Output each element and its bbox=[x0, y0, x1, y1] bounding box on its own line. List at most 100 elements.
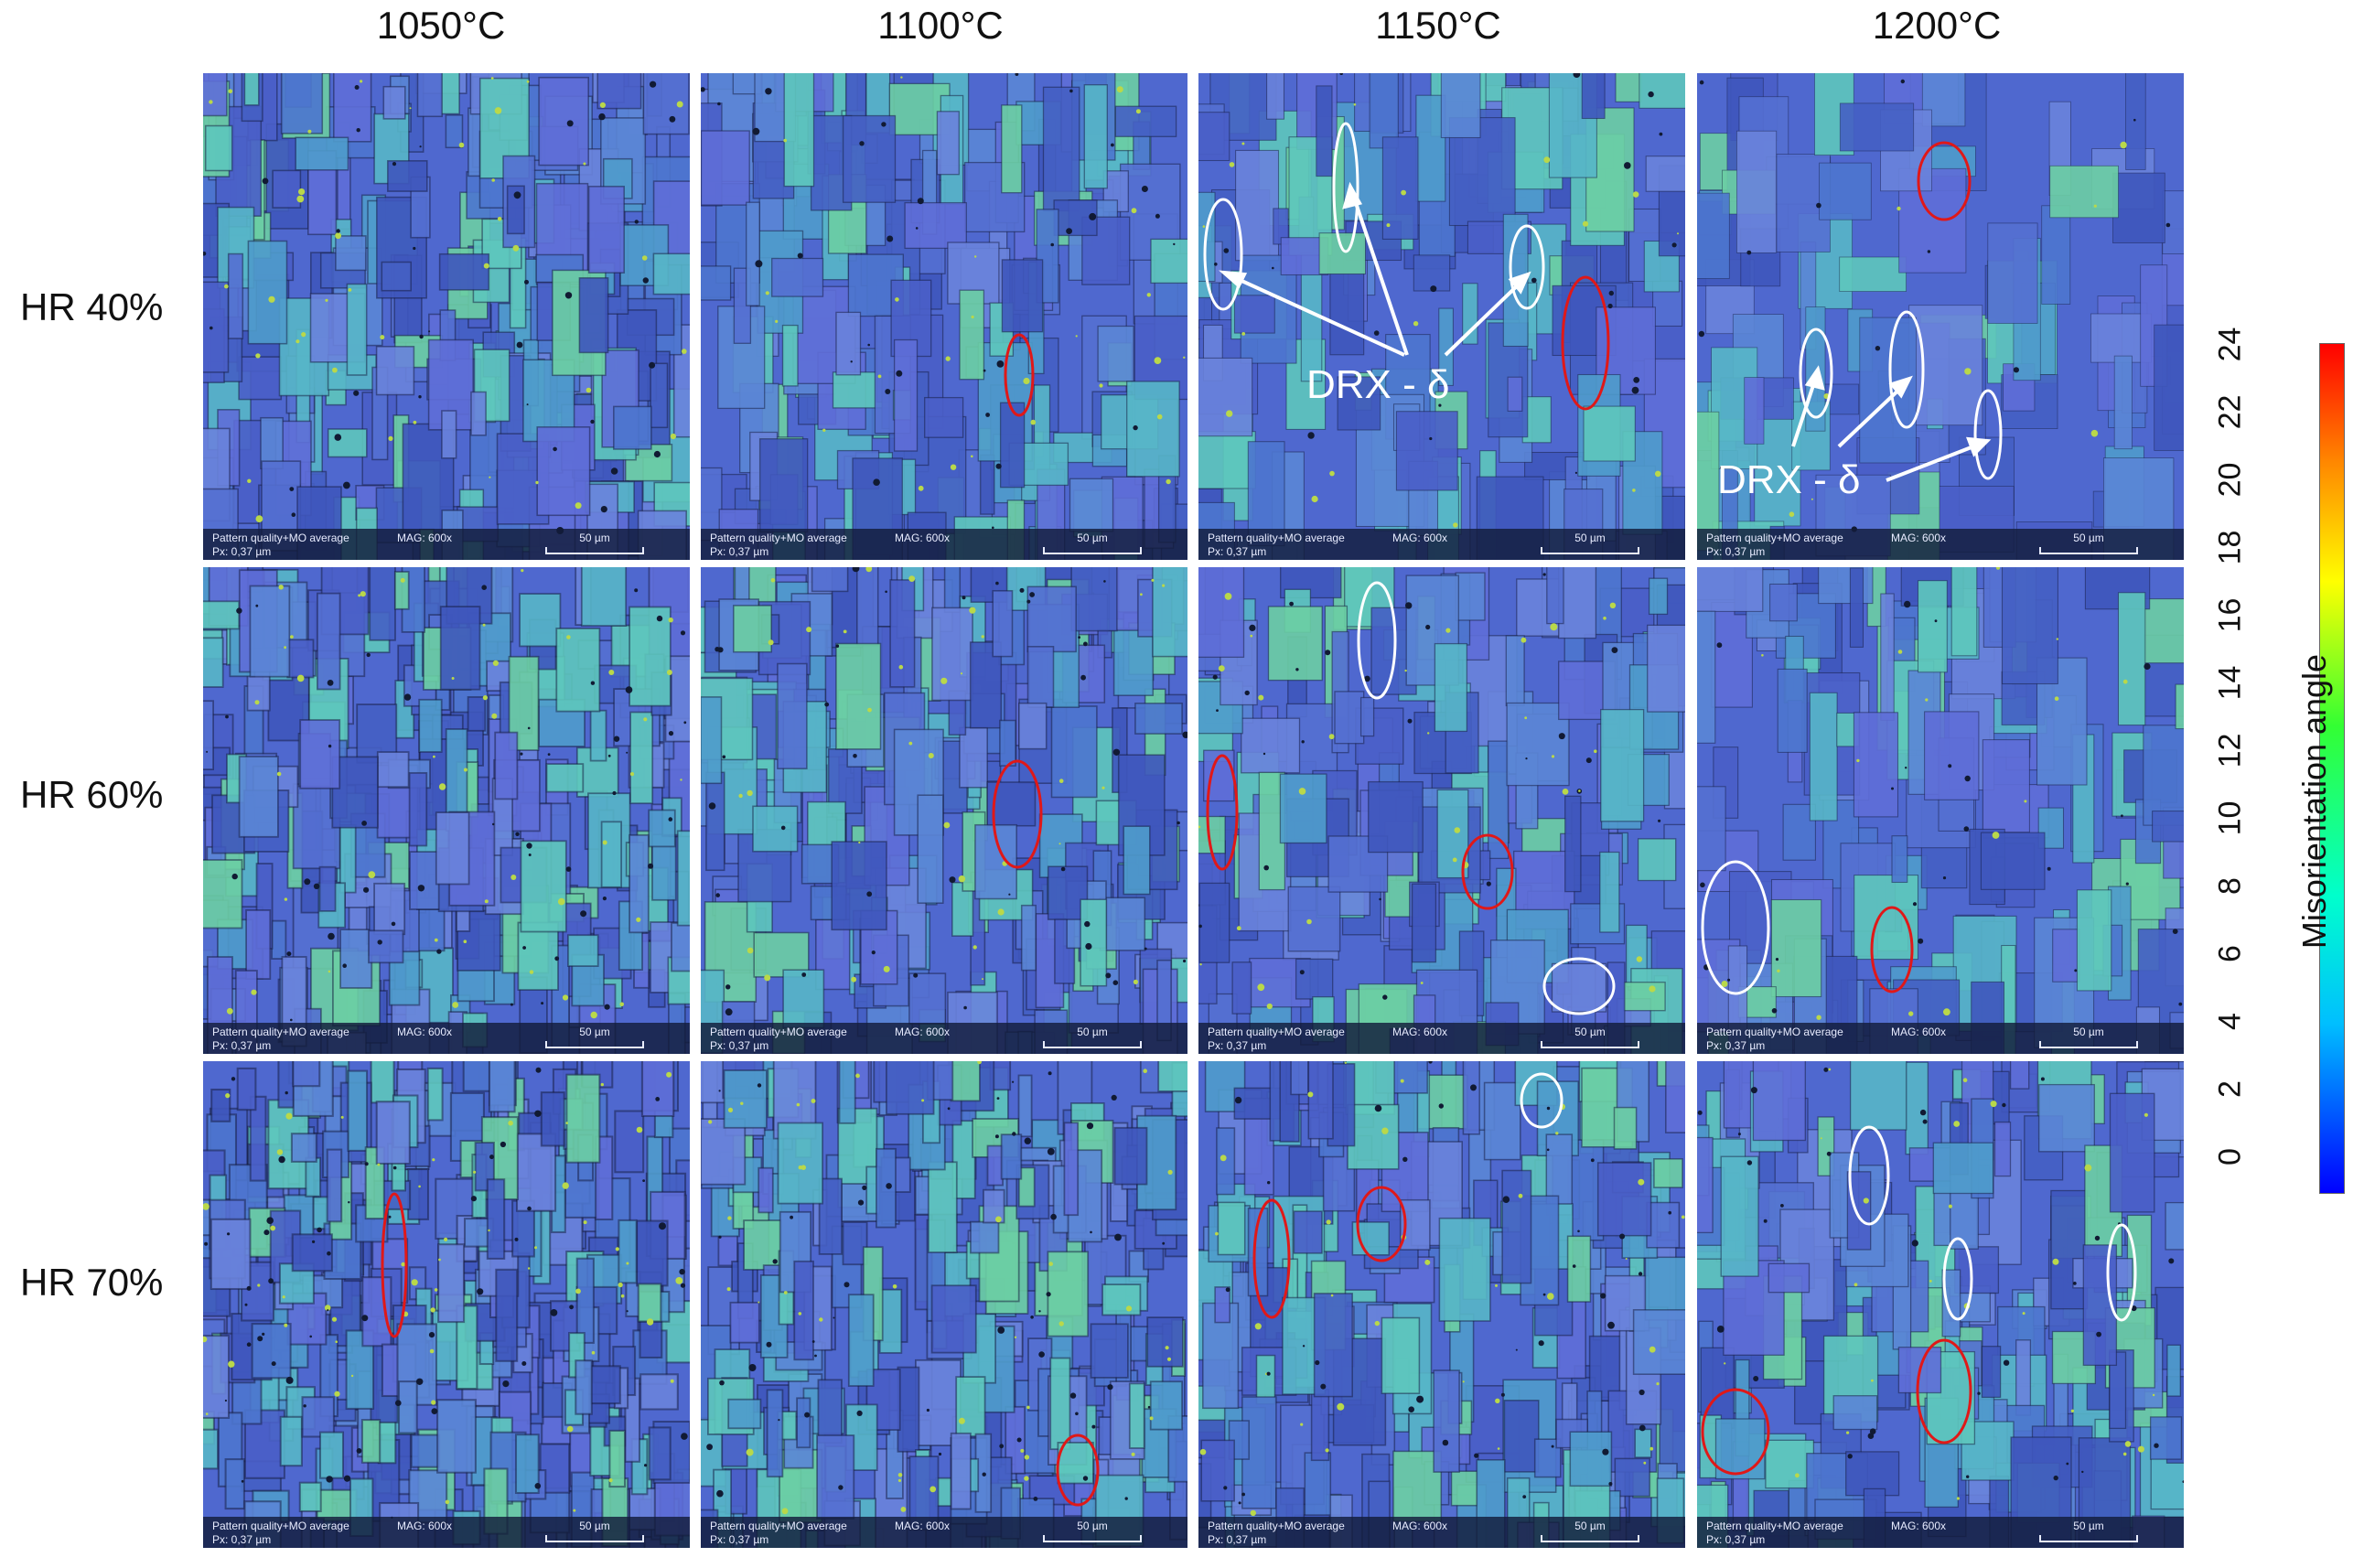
colorbar-tick-label: 14 bbox=[2212, 665, 2248, 701]
pattern-quality-label: Pattern quality+MO average bbox=[1208, 1026, 1345, 1038]
magnification-label: MAG: 600x bbox=[895, 532, 951, 544]
row-header-hr60: HR 60% bbox=[20, 773, 164, 816]
scale-bar bbox=[1541, 1535, 1639, 1542]
magnification-label: MAG: 600x bbox=[397, 1520, 453, 1532]
scale-bar-label: 50 µm bbox=[579, 532, 610, 544]
ebsd-map-panel: Pattern quality+MO average MAG: 600x Px: 0… bbox=[203, 73, 690, 560]
map-info-bar: Pattern quality+MO average MAG: 600x Px: 0… bbox=[1198, 529, 1685, 560]
column-header-1050: 1050°C bbox=[376, 4, 506, 47]
pixel-size-label: Px: 0,37 µm bbox=[710, 1039, 769, 1052]
pixel-size-label: Px: 0,37 µm bbox=[1706, 1039, 1766, 1052]
pixel-size-label: Px: 0,37 µm bbox=[1208, 1039, 1267, 1052]
colorbar-tick-label: 18 bbox=[2212, 530, 2248, 565]
scale-bar-label: 50 µm bbox=[1574, 532, 1606, 544]
scale-bar bbox=[2039, 1041, 2138, 1048]
row-header-hr70: HR 70% bbox=[20, 1261, 164, 1304]
scale-bar-label: 50 µm bbox=[1574, 1520, 1606, 1532]
scale-bar-label: 50 µm bbox=[579, 1520, 610, 1532]
colorbar bbox=[2319, 343, 2345, 1194]
magnification-label: MAG: 600x bbox=[1392, 1026, 1448, 1038]
scale-bar-label: 50 µm bbox=[1077, 1520, 1108, 1532]
pixel-size-label: Px: 0,37 µm bbox=[1208, 545, 1267, 558]
scale-bar-label: 50 µm bbox=[2073, 532, 2104, 544]
colorbar-tick-label: 12 bbox=[2212, 733, 2248, 768]
pixel-size-label: Px: 0,37 µm bbox=[212, 1533, 272, 1546]
column-header-1150: 1150°C bbox=[1375, 4, 1501, 47]
ebsd-map-panel: Pattern quality+MO average MAG: 600x Px: 0… bbox=[701, 567, 1187, 1054]
ebsd-map-panel: Pattern quality+MO average MAG: 600x Px: 0… bbox=[701, 73, 1187, 560]
pixel-size-label: Px: 0,37 µm bbox=[710, 545, 769, 558]
pixel-size-label: Px: 0,37 µm bbox=[1706, 545, 1766, 558]
scale-bar bbox=[1541, 1041, 1639, 1048]
colorbar-tick-label: 0 bbox=[2212, 1148, 2248, 1165]
ebsd-map-panel: Pattern quality+MO average MAG: 600x Px: 0… bbox=[203, 1061, 690, 1548]
drx-label-1200: DRX - δ bbox=[1717, 457, 1861, 502]
grain-texture bbox=[1697, 1061, 2184, 1548]
map-info-bar: Pattern quality+MO average MAG: 600x Px: 0… bbox=[203, 529, 690, 560]
magnification-label: MAG: 600x bbox=[1891, 1520, 1947, 1532]
pattern-quality-label: Pattern quality+MO average bbox=[212, 1520, 349, 1532]
map-info-bar: Pattern quality+MO average MAG: 600x Px: 0… bbox=[1697, 1517, 2184, 1548]
colorbar-tick-label: 22 bbox=[2212, 394, 2248, 430]
map-info-bar: Pattern quality+MO average MAG: 600x Px: 0… bbox=[701, 1517, 1187, 1548]
pixel-size-label: Px: 0,37 µm bbox=[1208, 1533, 1267, 1546]
pattern-quality-label: Pattern quality+MO average bbox=[1706, 532, 1843, 544]
colorbar-tick-label: 16 bbox=[2212, 597, 2248, 633]
map-info-bar: Pattern quality+MO average MAG: 600x Px: 0… bbox=[701, 1023, 1187, 1054]
scale-bar bbox=[1043, 1041, 1142, 1048]
pixel-size-label: Px: 0,37 µm bbox=[710, 1533, 769, 1546]
magnification-label: MAG: 600x bbox=[1891, 1026, 1947, 1038]
scale-bar bbox=[2039, 547, 2138, 554]
pattern-quality-label: Pattern quality+MO average bbox=[212, 532, 349, 544]
ebsd-map-panel: Pattern quality+MO average MAG: 600x Px: 0… bbox=[203, 567, 690, 1054]
magnification-label: MAG: 600x bbox=[397, 532, 453, 544]
scale-bar bbox=[545, 1041, 644, 1048]
scale-bar-label: 50 µm bbox=[1077, 1026, 1108, 1038]
magnification-label: MAG: 600x bbox=[1392, 1520, 1448, 1532]
ebsd-map-panel: Pattern quality+MO average MAG: 600x Px: 0… bbox=[1697, 1061, 2184, 1548]
ebsd-map-panel: Pattern quality+MO average MAG: 600x Px: 0… bbox=[1198, 567, 1685, 1054]
colorbar-tick-label: 6 bbox=[2212, 945, 2248, 962]
magnification-label: MAG: 600x bbox=[895, 1520, 951, 1532]
ebsd-map-panel: Pattern quality+MO average MAG: 600x Px: 0… bbox=[701, 1061, 1187, 1548]
map-info-bar: Pattern quality+MO average MAG: 600x Px: 0… bbox=[1697, 1023, 2184, 1054]
magnification-label: MAG: 600x bbox=[895, 1026, 951, 1038]
colorbar-tick-label: 24 bbox=[2212, 327, 2248, 362]
magnification-label: MAG: 600x bbox=[397, 1026, 453, 1038]
ebsd-map-panel: Pattern quality+MO average MAG: 600x Px: 0… bbox=[1198, 1061, 1685, 1548]
pattern-quality-label: Pattern quality+MO average bbox=[1706, 1520, 1843, 1532]
scale-bar-label: 50 µm bbox=[1077, 532, 1108, 544]
grain-texture bbox=[203, 567, 690, 1054]
scale-bar bbox=[1541, 547, 1639, 554]
map-info-bar: Pattern quality+MO average MAG: 600x Px: 0… bbox=[701, 529, 1187, 560]
colorbar-tick-label: 4 bbox=[2212, 1013, 2248, 1030]
grain-texture bbox=[701, 567, 1187, 1054]
map-info-bar: Pattern quality+MO average MAG: 600x Px: 0… bbox=[1697, 529, 2184, 560]
colorbar-tick-label: 10 bbox=[2212, 800, 2248, 836]
grain-texture bbox=[203, 1061, 690, 1548]
scale-bar bbox=[545, 547, 644, 554]
column-header-1200: 1200°C bbox=[1872, 4, 2002, 47]
grain-texture bbox=[701, 1061, 1187, 1548]
scale-bar bbox=[545, 1535, 644, 1542]
grain-texture bbox=[701, 73, 1187, 560]
drx-label-1150: DRX - δ bbox=[1306, 362, 1450, 407]
scale-bar-label: 50 µm bbox=[2073, 1520, 2104, 1532]
map-info-bar: Pattern quality+MO average MAG: 600x Px: 0… bbox=[203, 1517, 690, 1548]
pixel-size-label: Px: 0,37 µm bbox=[212, 545, 272, 558]
grain-texture bbox=[1697, 567, 2184, 1054]
grain-texture bbox=[1198, 73, 1685, 560]
ebsd-map-panel: Pattern quality+MO average MAG: 600x Px: 0… bbox=[1697, 567, 2184, 1054]
ebsd-map-panel: Pattern quality+MO average MAG: 600x Px: 0… bbox=[1198, 73, 1685, 560]
map-info-bar: Pattern quality+MO average MAG: 600x Px: 0… bbox=[1198, 1517, 1685, 1548]
map-info-bar: Pattern quality+MO average MAG: 600x Px: 0… bbox=[1198, 1023, 1685, 1054]
colorbar-tick-label: 8 bbox=[2212, 877, 2248, 895]
colorbar-tick-label: 2 bbox=[2212, 1080, 2248, 1098]
map-info-bar: Pattern quality+MO average MAG: 600x Px: 0… bbox=[203, 1023, 690, 1054]
scale-bar bbox=[2039, 1535, 2138, 1542]
colorbar-tick-label: 20 bbox=[2212, 462, 2248, 498]
grain-texture bbox=[1198, 1061, 1685, 1548]
scale-bar-label: 50 µm bbox=[2073, 1026, 2104, 1038]
scale-bar-label: 50 µm bbox=[1574, 1026, 1606, 1038]
pattern-quality-label: Pattern quality+MO average bbox=[710, 1520, 847, 1532]
